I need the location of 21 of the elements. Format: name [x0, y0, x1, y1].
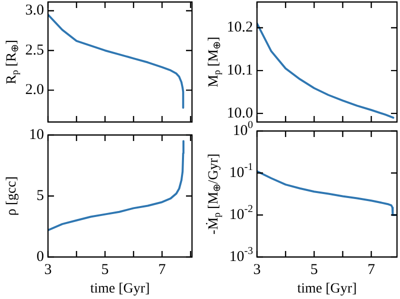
- x-tick-label: 3: [44, 262, 52, 278]
- x-tick-label: 5: [101, 262, 109, 278]
- y-tick-label: 10.0: [226, 105, 253, 122]
- x-tick-label: 7: [158, 262, 166, 278]
- y-tick-label: 10.1: [226, 62, 253, 79]
- x-tick-label: 3: [253, 262, 261, 278]
- y-tick-label: 2.0: [25, 82, 44, 98]
- y-axis-title: ρ [gcc]: [4, 176, 20, 216]
- x-axis-title: time [Gyr]: [297, 282, 357, 297]
- y-tick-label: 2.5: [25, 42, 44, 58]
- y-axis-title: -Ṁp [M⊕/Gyr]: [206, 154, 224, 234]
- y-axis-title: Mp [M⊕]: [206, 36, 224, 88]
- y-tick-label: 10: [29, 126, 44, 143]
- y-tick-label: 10.2: [226, 20, 253, 36]
- x-tick-label: 7: [368, 262, 376, 278]
- y-tick-label: 3.0: [25, 2, 44, 19]
- y-tick-label: 5: [36, 188, 44, 204]
- x-axis-title: time [Gyr]: [90, 282, 150, 297]
- y-axis-title: Rp [R⊕]: [4, 40, 22, 84]
- y-tick-label: 0: [36, 248, 44, 265]
- x-tick-label: 5: [310, 262, 318, 278]
